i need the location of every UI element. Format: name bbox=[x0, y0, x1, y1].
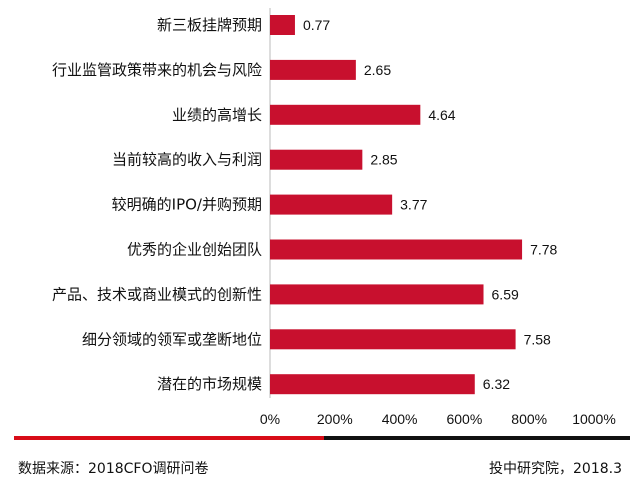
data-label: 2.85 bbox=[370, 152, 397, 168]
bar bbox=[270, 239, 523, 260]
category-label: 优秀的企业创始团队 bbox=[127, 241, 262, 259]
divider-line bbox=[14, 436, 630, 440]
data-label: 2.65 bbox=[364, 62, 391, 78]
bar bbox=[270, 59, 356, 80]
bar bbox=[270, 374, 475, 395]
data-label: 6.32 bbox=[483, 376, 510, 392]
category-label: 行业监管政策带来的机会与风险 bbox=[52, 61, 262, 79]
x-tick-label: 1000% bbox=[572, 411, 616, 427]
data-label: 7.58 bbox=[524, 331, 551, 347]
data-label: 6.59 bbox=[492, 286, 519, 302]
bar bbox=[270, 284, 484, 305]
bar bbox=[270, 104, 421, 125]
data-label: 4.64 bbox=[428, 107, 455, 123]
category-label: 较明确的IPO/并购预期 bbox=[112, 196, 262, 214]
bar bbox=[270, 329, 516, 350]
category-label: 业绩的高增长 bbox=[172, 106, 262, 124]
bar bbox=[270, 194, 393, 215]
divider-black-segment bbox=[324, 436, 630, 440]
bar-chart: 新三板挂牌预期 0.77 行业监管政策带来的机会与风险 2.65 业绩的高增长 4.64 当… bbox=[52, 8, 616, 427]
data-label: 3.77 bbox=[400, 197, 427, 213]
bar bbox=[270, 15, 295, 35]
category-label: 产品、技术或商业模式的创新性 bbox=[52, 285, 262, 303]
divider-red-segment bbox=[14, 436, 324, 440]
data-label: 7.78 bbox=[530, 242, 557, 258]
bar bbox=[270, 149, 363, 170]
category-label: 细分领域的领军或垄断地位 bbox=[82, 330, 262, 348]
x-tick-label: 200% bbox=[317, 411, 353, 427]
x-tick-label: 0% bbox=[260, 411, 280, 427]
organization-date: 投中研究院，2018.3 bbox=[489, 461, 622, 477]
x-tick-label: 600% bbox=[446, 411, 482, 427]
category-label: 新三板挂牌预期 bbox=[157, 16, 262, 34]
x-tick-label: 800% bbox=[511, 411, 547, 427]
category-label: 潜在的市场规模 bbox=[157, 375, 262, 393]
x-tick-label: 400% bbox=[382, 411, 418, 427]
source-note: 数据来源：2018CFO调研问卷 bbox=[18, 461, 209, 477]
data-label: 0.77 bbox=[303, 17, 330, 33]
category-label: 当前较高的收入与利润 bbox=[112, 151, 262, 169]
